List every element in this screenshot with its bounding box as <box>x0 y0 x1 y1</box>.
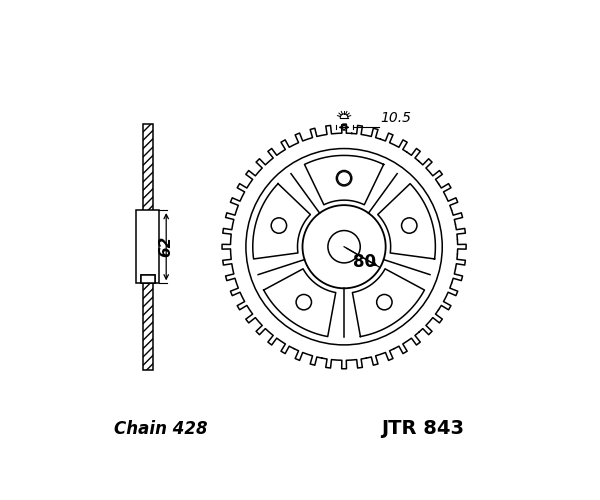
Text: 元: 元 <box>341 123 347 132</box>
Bar <box>143 124 153 370</box>
Text: 62: 62 <box>158 236 173 258</box>
Text: 80: 80 <box>353 253 376 271</box>
Bar <box>141 275 155 283</box>
Text: 10.5: 10.5 <box>380 112 412 126</box>
Bar <box>141 275 155 283</box>
Text: Chain 428: Chain 428 <box>115 420 208 438</box>
Text: JTR 843: JTR 843 <box>382 420 464 438</box>
Bar <box>136 210 159 284</box>
